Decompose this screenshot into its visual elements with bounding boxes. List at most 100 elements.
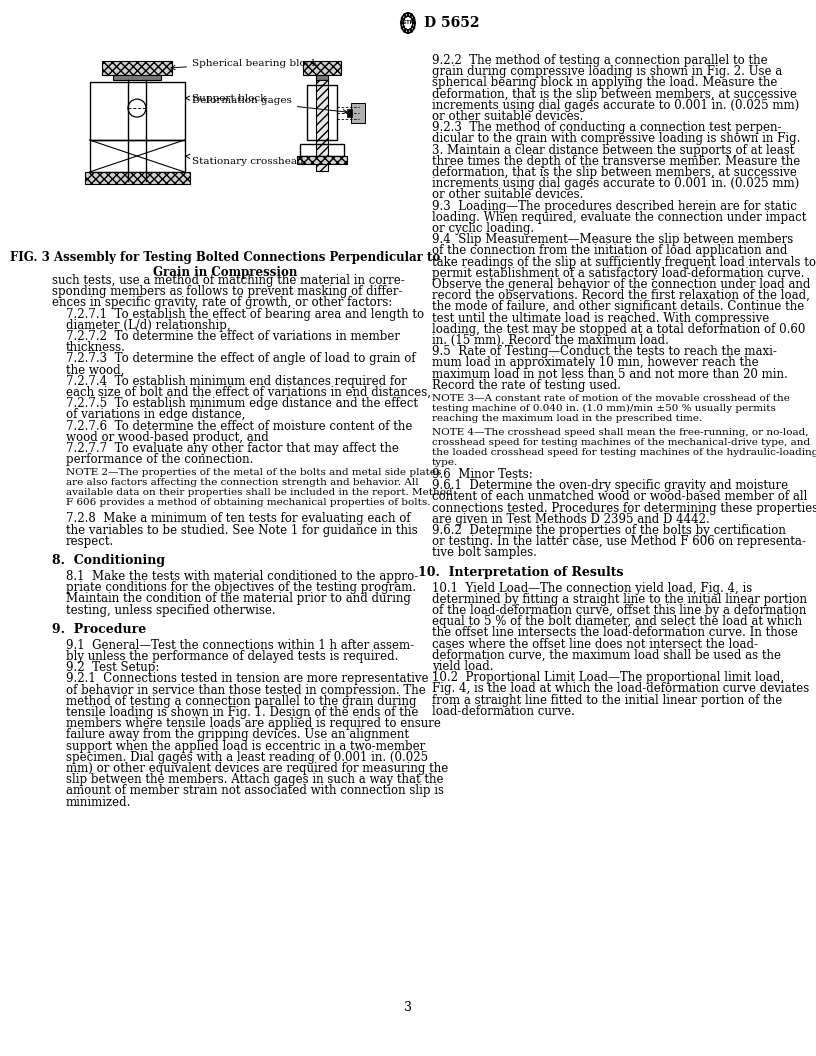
- Text: type.: type.: [432, 458, 459, 467]
- Text: or other suitable devices.: or other suitable devices.: [432, 188, 583, 202]
- Text: NOTE 3—A constant rate of motion of the movable crosshead of the: NOTE 3—A constant rate of motion of the …: [432, 394, 790, 403]
- Text: deformation, that is the slip between members, at successive: deformation, that is the slip between me…: [432, 88, 797, 100]
- Text: load-deformation curve.: load-deformation curve.: [432, 704, 575, 718]
- Bar: [307, 84, 337, 140]
- Bar: [85, 172, 189, 184]
- Text: in. (15 mm). Record the maximum load.: in. (15 mm). Record the maximum load.: [432, 334, 669, 347]
- Text: diameter (L/d) relationship,: diameter (L/d) relationship,: [66, 319, 231, 332]
- Text: reaching the maximum load in the prescribed time.: reaching the maximum load in the prescri…: [432, 414, 703, 423]
- Text: deformation curve, the maximum load shall be used as the: deformation curve, the maximum load shal…: [432, 648, 781, 662]
- Text: 9.2.1  Connections tested in tension are more representative: 9.2.1 Connections tested in tension are …: [66, 673, 428, 685]
- Text: respect.: respect.: [66, 534, 114, 548]
- Text: 9.6  Minor Tests:: 9.6 Minor Tests:: [432, 468, 533, 480]
- Text: 9.5  Rate of Testing—Conduct the tests to reach the maxi-: 9.5 Rate of Testing—Conduct the tests to…: [432, 345, 777, 358]
- Text: slip between the members. Attach gages in such a way that the: slip between the members. Attach gages i…: [66, 773, 444, 787]
- Text: 7.2.7.6  To determine the effect of moisture content of the: 7.2.7.6 To determine the effect of moist…: [66, 419, 412, 433]
- Bar: [90, 82, 184, 140]
- Bar: [297, 156, 347, 164]
- Text: 7.2.7.1  To establish the effect of bearing area and length to: 7.2.7.1 To establish the effect of beari…: [66, 307, 424, 321]
- Text: loading, the test may be stopped at a total deformation of 0.60: loading, the test may be stopped at a to…: [432, 323, 805, 336]
- Text: record the observations. Record the first relaxation of the load,: record the observations. Record the firs…: [432, 289, 809, 302]
- Bar: [102, 61, 172, 75]
- Text: increments using dial gages accurate to 0.001 in. (0.025 mm): increments using dial gages accurate to …: [432, 177, 799, 190]
- Text: Record the rate of testing used.: Record the rate of testing used.: [432, 379, 621, 392]
- Bar: [316, 75, 328, 80]
- Text: take readings of the slip at sufficiently frequent load intervals to: take readings of the slip at sufficientl…: [432, 256, 816, 268]
- Text: of the load-deformation curve, offset this line by a deformation: of the load-deformation curve, offset th…: [432, 604, 806, 617]
- Text: NOTE 2—The properties of the metal of the bolts and metal side plates: NOTE 2—The properties of the metal of th…: [66, 469, 441, 477]
- Text: 7.2.7.7  To evaluate any other factor that may affect the: 7.2.7.7 To evaluate any other factor tha…: [66, 442, 399, 455]
- Text: tensile loading is shown in Fig. 1. Design of the ends of the: tensile loading is shown in Fig. 1. Desi…: [66, 706, 419, 719]
- Bar: [113, 75, 161, 80]
- Text: 9.6.1  Determine the oven-dry specific gravity and moisture: 9.6.1 Determine the oven-dry specific gr…: [432, 479, 788, 492]
- Text: or testing. In the latter case, use Method F 606 on representa-: or testing. In the latter case, use Meth…: [432, 535, 806, 548]
- Text: from a straight line fitted to the initial linear portion of the: from a straight line fitted to the initi…: [432, 694, 783, 706]
- Text: determined by fitting a straight line to the initial linear portion: determined by fitting a straight line to…: [432, 592, 807, 606]
- Text: D 5652: D 5652: [424, 16, 480, 30]
- Text: amount of member strain not associated with connection slip is: amount of member strain not associated w…: [66, 785, 444, 797]
- Text: 7.2.8  Make a minimum of ten tests for evaluating each of: 7.2.8 Make a minimum of ten tests for ev…: [66, 512, 410, 526]
- Text: of the connection from the initiation of load application and: of the connection from the initiation of…: [432, 244, 787, 258]
- Text: 9.6.2  Determine the properties of the bolts by certification: 9.6.2 Determine the properties of the bo…: [432, 524, 786, 538]
- Text: available data on their properties shall be included in the report. Method: available data on their properties shall…: [66, 489, 453, 497]
- Bar: [316, 80, 328, 171]
- Text: content of each unmatched wood or wood-based member of all: content of each unmatched wood or wood-b…: [432, 490, 807, 504]
- Bar: [347, 109, 352, 116]
- Text: testing machine of 0.040 in. (1.0 mm)/min ±50 % usually permits: testing machine of 0.040 in. (1.0 mm)/mi…: [432, 404, 776, 413]
- Text: Support block: Support block: [185, 94, 266, 102]
- Text: crosshead speed for testing machines of the mechanical-drive type, and: crosshead speed for testing machines of …: [432, 438, 810, 447]
- Text: Maintain the condition of the material prior to and during: Maintain the condition of the material p…: [66, 592, 411, 605]
- Text: members where tensile loads are applied is required to ensure: members where tensile loads are applied …: [66, 717, 441, 730]
- Text: 9.4  Slip Measurement—Measure the slip between members: 9.4 Slip Measurement—Measure the slip be…: [432, 233, 793, 246]
- Text: mm) or other equivalent devices are required for measuring the: mm) or other equivalent devices are requ…: [66, 762, 448, 775]
- Text: or cyclic loading.: or cyclic loading.: [432, 222, 534, 235]
- Text: 8.  Conditioning: 8. Conditioning: [52, 554, 165, 567]
- Text: 7.2.7.3  To determine the effect of angle of load to grain of: 7.2.7.3 To determine the effect of angle…: [66, 353, 415, 365]
- Text: ences in specific gravity, rate of growth, or other factors:: ences in specific gravity, rate of growt…: [52, 297, 392, 309]
- Text: connections tested. Procedures for determining these properties: connections tested. Procedures for deter…: [432, 502, 816, 514]
- Text: ASTM: ASTM: [400, 20, 416, 25]
- Text: performance of the connection.: performance of the connection.: [66, 453, 254, 466]
- Text: mum load in approximately 10 min, however reach the: mum load in approximately 10 min, howeve…: [432, 357, 759, 370]
- Text: maximum load in not less than 5 and not more than 20 min.: maximum load in not less than 5 and not …: [432, 367, 787, 380]
- Text: spherical bearing block in applying the load. Measure the: spherical bearing block in applying the …: [432, 76, 778, 90]
- Text: 9.3  Loading—The procedures described herein are for static: 9.3 Loading—The procedures described her…: [432, 200, 797, 212]
- Text: 9.  Procedure: 9. Procedure: [52, 623, 146, 636]
- Bar: [300, 144, 344, 156]
- Text: three times the depth of the transverse member. Measure the: three times the depth of the transverse …: [432, 155, 800, 168]
- Text: the mode of failure, and other significant details. Continue the: the mode of failure, and other significa…: [432, 300, 805, 314]
- Text: 9.2.2  The method of testing a connection parallel to the: 9.2.2 The method of testing a connection…: [432, 54, 768, 67]
- Text: 10.  Interpretation of Results: 10. Interpretation of Results: [418, 566, 623, 579]
- Text: or other suitable devices.: or other suitable devices.: [432, 110, 583, 122]
- Text: bly unless the performance of delayed tests is required.: bly unless the performance of delayed te…: [66, 650, 398, 663]
- Text: wood or wood-based product, and: wood or wood-based product, and: [66, 431, 268, 444]
- Text: 3: 3: [404, 1001, 412, 1014]
- Text: are also factors affecting the connection strength and behavior. All: are also factors affecting the connectio…: [66, 478, 419, 488]
- Text: Observe the general behavior of the connection under load and: Observe the general behavior of the conn…: [432, 278, 810, 291]
- Text: are given in Test Methods D 2395 and D 4442.: are given in Test Methods D 2395 and D 4…: [432, 513, 710, 526]
- Text: specimen. Dial gages with a least reading of 0.001 in. (0.025: specimen. Dial gages with a least readin…: [66, 751, 428, 763]
- Text: 9.2.3  The method of conducting a connection test perpen-: 9.2.3 The method of conducting a connect…: [432, 121, 782, 134]
- Text: failure away from the gripping devices. Use an alignment: failure away from the gripping devices. …: [66, 729, 409, 741]
- Text: support when the applied load is eccentric in a two-member: support when the applied load is eccentr…: [66, 739, 425, 753]
- Bar: [90, 140, 184, 172]
- Text: Stationary crosshead: Stationary crosshead: [185, 154, 304, 166]
- Text: each size of bolt and the effect of variations in end distances,: each size of bolt and the effect of vari…: [66, 386, 431, 399]
- Text: tive bolt samples.: tive bolt samples.: [432, 546, 537, 560]
- Text: FIG. 3 Assembly for Testing Bolted Connections Perpendicular to
Grain in Compres: FIG. 3 Assembly for Testing Bolted Conne…: [10, 251, 440, 279]
- Text: 10.2  Proportional Limit Load—The proportional limit load,: 10.2 Proportional Limit Load—The proport…: [432, 672, 784, 684]
- Text: test until the ultimate load is reached. With compressive: test until the ultimate load is reached.…: [432, 312, 769, 324]
- Bar: [303, 61, 341, 75]
- Text: thickness.: thickness.: [66, 341, 126, 354]
- Text: NOTE 4—The crosshead speed shall mean the free-running, or no-load,: NOTE 4—The crosshead speed shall mean th…: [432, 428, 809, 437]
- Text: equal to 5 % of the bolt diameter, and select the load at which: equal to 5 % of the bolt diameter, and s…: [432, 616, 802, 628]
- Text: sponding members as follows to prevent masking of differ-: sponding members as follows to prevent m…: [52, 285, 402, 298]
- Text: 7.2.7.5  To establish minimum edge distance and the effect: 7.2.7.5 To establish minimum edge distan…: [66, 397, 418, 410]
- Text: of variations in edge distance,: of variations in edge distance,: [66, 409, 246, 421]
- Text: the offset line intersects the load-deformation curve. In those: the offset line intersects the load-defo…: [432, 626, 798, 639]
- Text: the variables to be studied. See Note 1 for guidance in this: the variables to be studied. See Note 1 …: [66, 524, 418, 536]
- Text: the loaded crosshead speed for testing machines of the hydraulic-loading: the loaded crosshead speed for testing m…: [432, 448, 816, 457]
- Bar: [351, 102, 365, 122]
- Text: loading. When required, evaluate the connection under impact: loading. When required, evaluate the con…: [432, 211, 806, 224]
- Text: F 606 provides a method of obtaining mechanical properties of bolts.: F 606 provides a method of obtaining mec…: [66, 498, 431, 507]
